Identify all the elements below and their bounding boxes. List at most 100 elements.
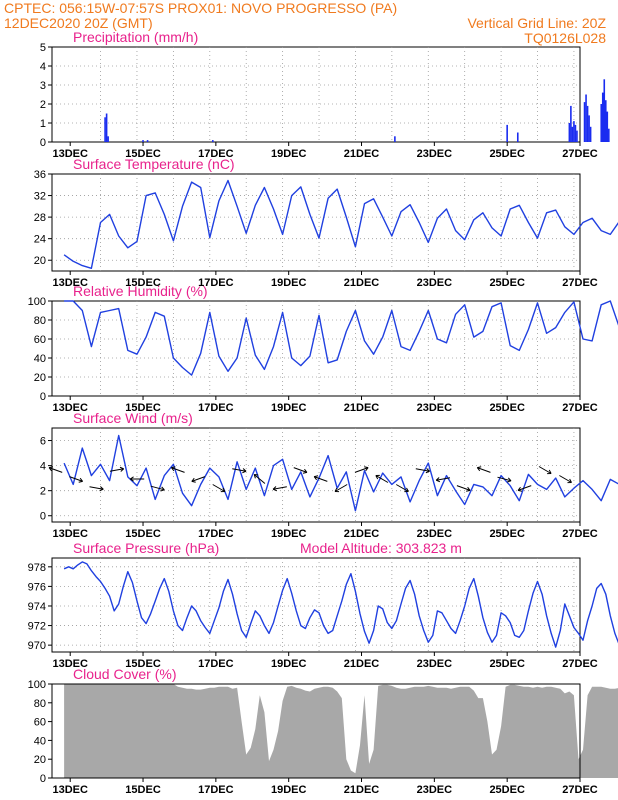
- precip-bar: [603, 79, 606, 142]
- wind-arrow: [436, 477, 451, 481]
- panel-frame: [51, 427, 581, 523]
- precip-bar: [585, 94, 587, 142]
- wind-arrow: [150, 485, 165, 491]
- x-tick-label: 13DEC: [52, 402, 88, 414]
- x-tick-label: 17DEC: [198, 277, 234, 289]
- y-tick-label: 32: [34, 191, 46, 203]
- wind-arrowhead: [48, 466, 54, 472]
- x-tick-label: 23DEC: [417, 402, 453, 414]
- wind-arrowhead: [404, 487, 409, 493]
- wind-arrow: [456, 485, 471, 491]
- x-tick-label: 13DEC: [52, 784, 88, 796]
- y-tick-label: 20: [34, 255, 46, 267]
- y-tick-label: 6: [40, 436, 46, 448]
- wind-arrowhead: [425, 468, 430, 474]
- x-tick-label: 13DEC: [52, 658, 88, 670]
- y-tick-label: 4: [40, 61, 46, 73]
- panel-frame: [51, 557, 581, 653]
- series-line: [63, 434, 618, 512]
- wind-arrowhead: [160, 486, 165, 492]
- series-line: [63, 179, 618, 269]
- x-tick-label: 27DEC: [562, 658, 598, 670]
- x-tick-label: 25DEC: [489, 277, 525, 289]
- panel-5: [48, 683, 618, 782]
- y-tick-label: 20: [34, 754, 46, 766]
- wind-arrow: [69, 476, 83, 482]
- y-tick-label: 60: [34, 717, 46, 729]
- cloud-cover-area: [64, 684, 618, 778]
- y-tick-label: 40: [34, 353, 46, 365]
- wind-arrow: [232, 468, 247, 472]
- model-id-label: TQ0126L028: [524, 30, 606, 46]
- wind-arrow: [48, 467, 63, 473]
- x-tick-label: 17DEC: [198, 528, 234, 540]
- x-tick-label: 27DEC: [562, 528, 598, 540]
- x-tick-label: 13DEC: [52, 148, 88, 160]
- y-tick-label: 0: [40, 391, 46, 403]
- wind-arrow: [253, 474, 266, 484]
- panel-3: [48, 427, 618, 526]
- y-tick-label: 2: [40, 99, 46, 111]
- run-time-label: 12DEC2020 20Z (GMT): [4, 15, 153, 31]
- panel-4: [48, 557, 618, 656]
- panel-title: Precipitation (mm/h): [73, 29, 198, 45]
- precip-bar: [394, 136, 396, 142]
- x-tick-label: 27DEC: [562, 402, 598, 414]
- wind-arrowhead: [507, 477, 512, 483]
- wind-arrowhead: [334, 487, 340, 493]
- precip-bar: [576, 130, 578, 142]
- y-tick-label: 36: [34, 169, 46, 181]
- y-tick-label: 978: [28, 562, 46, 574]
- y-tick-label: 2: [40, 486, 46, 498]
- wind-arrow: [89, 486, 104, 490]
- y-tick-label: 0: [40, 773, 46, 785]
- x-tick-label: 21DEC: [344, 784, 380, 796]
- x-tick-label: 27DEC: [562, 784, 598, 796]
- precip-bar: [570, 105, 572, 142]
- station-header: CPTEC: 056:15W-07:57S PROX01: NOVO PROGR…: [4, 0, 398, 16]
- wind-arrowhead: [119, 466, 125, 472]
- x-tick-label: 25DEC: [489, 528, 525, 540]
- precip-bar: [586, 105, 589, 142]
- x-tick-label: 21DEC: [344, 658, 380, 670]
- x-tick-label: 25DEC: [489, 784, 525, 796]
- series-line: [64, 300, 618, 376]
- precip-bar: [608, 128, 610, 142]
- y-tick-label: 0: [40, 511, 46, 523]
- x-tick-label: 15DEC: [125, 148, 161, 160]
- wind-arrowhead: [313, 475, 319, 481]
- x-tick-label: 23DEC: [417, 528, 453, 540]
- wind-arrowhead: [517, 486, 523, 492]
- x-tick-label: 27DEC: [562, 148, 598, 160]
- wind-arrow: [415, 468, 430, 472]
- precip-bar: [604, 100, 607, 142]
- wind-arrow: [171, 467, 185, 473]
- precip-bar: [606, 111, 609, 142]
- wind-arrowhead: [567, 478, 572, 484]
- panel-title: Cloud Cover (%): [73, 666, 176, 682]
- wind-arrowhead: [220, 487, 226, 493]
- x-tick-label: 13DEC: [52, 277, 88, 289]
- precip-bar: [146, 140, 149, 142]
- x-tick-label: 25DEC: [489, 402, 525, 414]
- model-altitude-label: Model Altitude: 303.823 m: [300, 540, 462, 556]
- wind-arrow: [375, 475, 389, 483]
- y-tick-label: 60: [34, 334, 46, 346]
- wind-arrow: [272, 486, 287, 490]
- precip-bar: [589, 126, 592, 142]
- precip-bar: [571, 126, 574, 142]
- panel-frame: [51, 683, 581, 779]
- wind-arrowhead: [129, 476, 134, 482]
- x-tick-label: 13DEC: [52, 528, 88, 540]
- x-tick-label: 21DEC: [344, 402, 380, 414]
- precip-bar: [601, 92, 604, 142]
- wind-arrowhead: [364, 466, 369, 472]
- y-tick-label: 80: [34, 698, 46, 710]
- panel-title: Surface Pressure (hPa): [73, 540, 219, 556]
- y-tick-label: 1: [40, 118, 46, 130]
- panel-frame: [51, 173, 581, 272]
- precip-bar: [142, 140, 144, 142]
- y-tick-label: 970: [28, 640, 46, 652]
- x-tick-label: 19DEC: [271, 277, 307, 289]
